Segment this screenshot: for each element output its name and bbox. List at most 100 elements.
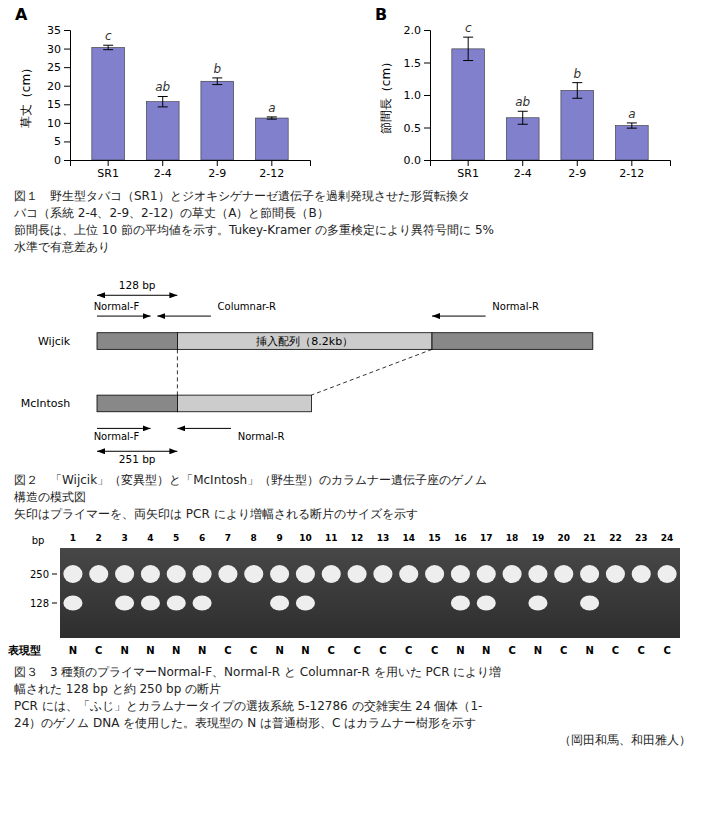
significance-letter: ab xyxy=(155,80,170,94)
genome-diagram: 挿入配列（8.2kb）WijcikMcIntoshNormal-FColumna… xyxy=(21,279,593,465)
y-axis: 0 5 10 15 20 25 30 35 xyxy=(47,24,71,167)
gel-band xyxy=(244,565,263,583)
tick-mark xyxy=(424,128,430,129)
error-bar-stem xyxy=(522,111,523,124)
y-axis-title: 草丈（cm） xyxy=(19,62,33,128)
phenotype: C xyxy=(250,645,257,656)
tick-label: 15 xyxy=(47,98,61,111)
genome-block xyxy=(97,395,177,412)
lane-number: 14 xyxy=(402,533,415,543)
tick-mark xyxy=(64,49,70,50)
significance-letter: c xyxy=(105,29,112,43)
lane-number: 6 xyxy=(199,533,205,543)
lane-number: 12 xyxy=(351,533,364,543)
tick: 10 xyxy=(47,117,70,130)
caption-line: 図３ 3 種類のプライマーNormal-F、Normal-R と Columna… xyxy=(14,665,501,679)
tick-mark xyxy=(64,86,70,87)
caption-line: 図１ 野生型タバコ（SR1）とジオキシゲナーゼ遺伝子を過剰発現させた形質転換タ xyxy=(14,189,470,203)
row-label: Wijcik xyxy=(38,335,71,348)
tick-label: SR1 xyxy=(457,167,479,180)
gel-band xyxy=(167,565,186,583)
caption-line: （岡田和馬、和田雅人） xyxy=(559,733,691,747)
error-bar-cap xyxy=(212,77,222,78)
caption-line: 矢印はプライマーを、両矢印は PCR により増幅される断片のサイズを示す xyxy=(14,507,418,521)
bar xyxy=(146,102,179,160)
gel-band xyxy=(658,565,677,583)
phenotype: N xyxy=(146,645,154,656)
error-bar xyxy=(212,78,222,85)
lane-number: 1 xyxy=(70,533,76,543)
fragment-label: 251 bp xyxy=(119,453,156,465)
gel-band xyxy=(606,565,625,583)
gel-band xyxy=(554,565,573,583)
tick: 0 xyxy=(54,154,70,167)
tick-label: SR1 xyxy=(97,167,119,180)
plot-area xyxy=(452,37,648,160)
tick-label: 30 xyxy=(47,43,61,56)
lane-number: 5 xyxy=(173,533,179,543)
phenotype: C xyxy=(95,645,102,656)
primer-label: Normal-F xyxy=(94,301,140,312)
bar xyxy=(92,47,125,160)
gel-band xyxy=(167,596,186,611)
phenotype: N xyxy=(534,645,542,656)
tick-mark xyxy=(64,67,70,68)
fragment-label: 128 bp xyxy=(119,279,156,291)
row-label: McIntosh xyxy=(21,397,71,410)
phenotype: C xyxy=(508,645,515,656)
gel-band xyxy=(218,565,237,583)
gel-band xyxy=(296,565,315,583)
tick-mark xyxy=(424,160,430,161)
phenotype: C xyxy=(663,645,670,656)
gel-band xyxy=(580,596,599,611)
figure: cabba05101520253035SR12-42-92-12草丈（cm）A図… xyxy=(0,0,705,814)
size-tick xyxy=(52,574,57,575)
figure-root: cabba05101520253035SR12-42-92-12草丈（cm）A図… xyxy=(0,0,705,814)
tick: 20 xyxy=(47,80,70,93)
primer-arrow xyxy=(97,316,151,317)
lane-number: 7 xyxy=(225,533,231,543)
primer-label: Normal-F xyxy=(94,431,140,442)
genome-block xyxy=(177,395,311,412)
tick: SR1 xyxy=(97,160,119,180)
tick: 2-9 xyxy=(568,160,586,180)
tick-label: 1.0 xyxy=(404,89,422,102)
error-bar-cap xyxy=(267,116,277,117)
tick-label: 2.0 xyxy=(404,24,422,37)
gel-band xyxy=(141,565,160,583)
gel-band xyxy=(580,565,599,583)
primer-arrow xyxy=(177,428,231,429)
phenotype: N xyxy=(120,645,128,656)
tick-label: 2-12 xyxy=(619,167,644,180)
error-bar-cap xyxy=(212,84,222,85)
error-bar-cap xyxy=(463,60,473,61)
gel-bands xyxy=(63,565,676,611)
tick: 5 xyxy=(54,135,70,148)
y-axis: 0.0 0.5 1.0 1.5 2.0 xyxy=(404,24,431,167)
tick-mark xyxy=(631,160,632,166)
axis-domain xyxy=(71,161,311,167)
tick: 0.5 xyxy=(404,122,431,135)
phenotype: N xyxy=(198,645,206,656)
tick-label: 35 xyxy=(47,24,61,37)
tick: 2-12 xyxy=(619,160,644,180)
error-bar xyxy=(267,117,277,119)
error-bar xyxy=(103,45,113,49)
error-bar-cap xyxy=(463,37,473,38)
tick: 2-9 xyxy=(208,160,226,180)
gel-band xyxy=(63,596,82,611)
lane-number: 18 xyxy=(506,533,519,543)
gel-band xyxy=(270,565,289,583)
phenotype: C xyxy=(560,645,567,656)
tick-label: 0 xyxy=(54,154,61,167)
caption-line: 水準で有意差あり xyxy=(14,240,110,254)
tick: 25 xyxy=(47,61,70,74)
caption-line: 図２ 「Wijcik」（変異型）と「McIntosh」（野生型）のカラムナー遺伝… xyxy=(14,473,487,487)
gel-band xyxy=(528,565,547,583)
tick-label: 1.5 xyxy=(404,57,422,70)
tick: SR1 xyxy=(457,160,479,180)
caption-line: PCR には、「ふじ」とカラムナータイプの選抜系統 5-12786 の交雑実生 … xyxy=(14,699,482,713)
tick-mark xyxy=(64,123,70,124)
significance-letter: b xyxy=(573,67,581,81)
tick-label: 0.0 xyxy=(404,154,422,167)
